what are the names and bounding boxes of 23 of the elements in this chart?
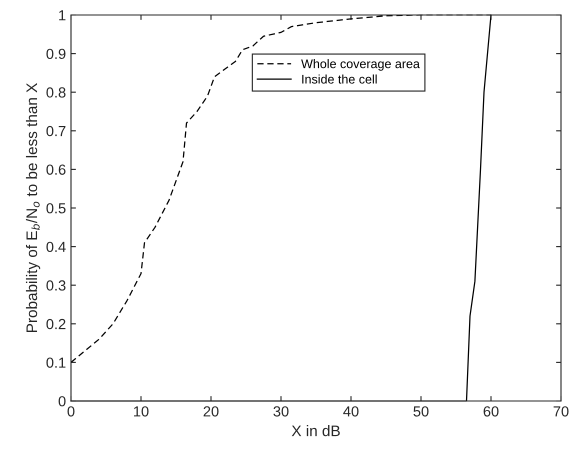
y-tick-label: 0.6	[46, 164, 66, 175]
y-tick-label: 0	[58, 396, 66, 406]
legend-label: Inside the cell	[302, 74, 377, 84]
x-tick-label: 70	[554, 406, 569, 417]
x-tick-label: 50	[413, 406, 429, 417]
legend-label: Whole coverage area	[301, 59, 420, 71]
y-tick-label: 0.4	[46, 242, 66, 252]
y-axis-title: Probability of E$_{b}$/N$_{o}$ to be less than X	[26, 83, 40, 332]
y-tick-label: 0.9	[46, 48, 66, 60]
x-tick-label: 20	[204, 406, 219, 417]
y-tick-label: 0.8	[46, 87, 66, 98]
y-tick-label: 0.7	[46, 126, 66, 136]
x-tick-label: 30	[273, 406, 289, 417]
x-axis-title: X in dB	[292, 425, 340, 436]
y-tick-label: 0.3	[46, 280, 66, 291]
x-tick-label: 40	[343, 406, 359, 417]
y-tick-label: 0.1	[46, 358, 66, 368]
y-tick-label: 0.5	[46, 203, 66, 214]
x-tick-label: 10	[134, 406, 149, 417]
x-tick-label: 0	[68, 406, 74, 417]
y-tick-label: 0.2	[46, 318, 66, 330]
x-tick-label: 60	[484, 406, 499, 417]
y-tick-label: 1	[59, 10, 66, 20]
